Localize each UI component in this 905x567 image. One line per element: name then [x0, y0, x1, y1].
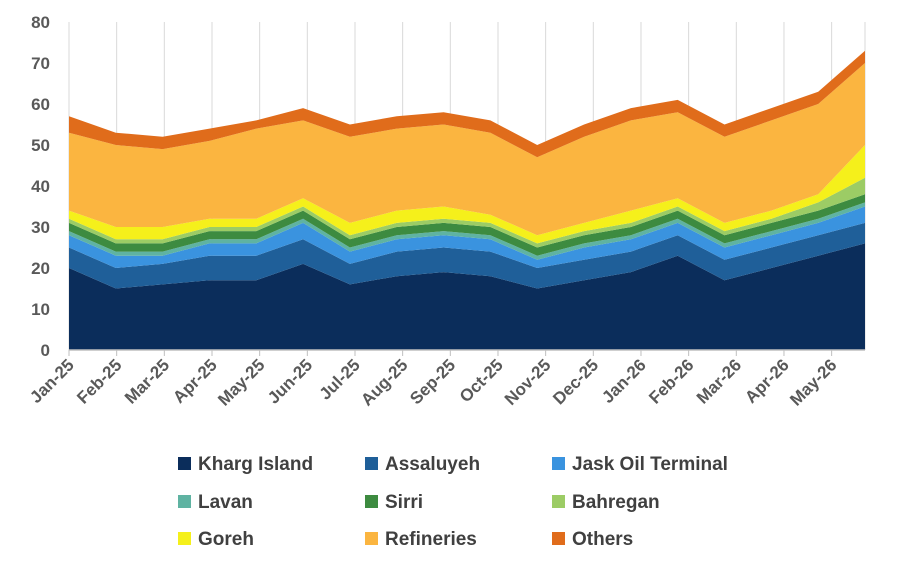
legend-swatch-sirri [365, 495, 378, 508]
series-area-lavan [69, 202, 865, 260]
y-axis-ticks: 0 10 20 30 40 50 60 70 80 [31, 13, 50, 360]
y-tick-label: 40 [31, 177, 50, 196]
legend-swatch-goreh [178, 532, 191, 545]
y-tick-label: 60 [31, 95, 50, 114]
series-area-bahregan [69, 177, 865, 248]
series-area-others [69, 50, 865, 158]
x-tick-label: May-25 [214, 355, 268, 409]
legend-label-bahregan: Bahregan [572, 492, 660, 513]
y-tick-label: 10 [31, 300, 50, 319]
x-tick-label: Aug-25 [357, 355, 411, 409]
x-tick-label: Sep-25 [406, 355, 459, 408]
series-area-goreh [69, 145, 865, 244]
x-tick-label: Nov-25 [501, 355, 555, 409]
x-tick-label: Mar-26 [693, 355, 745, 407]
legend-swatch-lavan [178, 495, 191, 508]
series-area-assaluyeh [69, 222, 865, 289]
x-tick-label: Dec-25 [549, 355, 602, 408]
x-tick-label: Jan-25 [26, 355, 78, 407]
x-tick-label: Feb-26 [645, 355, 697, 407]
x-tick-label: Apr-26 [741, 355, 793, 407]
series-area-refineries [69, 63, 865, 236]
legend-label-lavan: Lavan [198, 492, 253, 513]
legend-label-assaluyeh: Assaluyeh [385, 454, 480, 475]
legend: Kharg Island Assaluyeh Jask Oil Terminal La… [178, 454, 728, 550]
x-tick-label: Feb-25 [73, 355, 125, 407]
legend-label-refineries: Refineries [385, 529, 477, 550]
legend-swatch-kharg-island [178, 457, 191, 470]
x-tick-label: May-26 [786, 355, 840, 409]
legend-label-kharg-island: Kharg Island [198, 454, 313, 475]
legend-label-goreh: Goreh [198, 529, 254, 550]
y-tick-label: 20 [31, 259, 50, 278]
legend-swatch-jask-oil-terminal [552, 457, 565, 470]
series-areas [69, 50, 865, 350]
legend-swatch-bahregan [552, 495, 565, 508]
x-tick-label: Apr-25 [169, 355, 221, 407]
x-tick-label: Jan-26 [598, 355, 650, 407]
y-tick-label: 80 [31, 13, 50, 32]
y-tick-label: 50 [31, 136, 50, 155]
legend-swatch-refineries [365, 532, 378, 545]
legend-swatch-others [552, 532, 565, 545]
x-tick-label: Oct-25 [456, 355, 507, 406]
y-tick-label: 30 [31, 218, 50, 237]
x-tick-label: Mar-25 [121, 355, 173, 407]
x-tick-label: Jun-25 [264, 355, 316, 407]
series-area-kharg-island [69, 243, 865, 350]
legend-label-sirri: Sirri [385, 492, 423, 513]
legend-label-others: Others [572, 529, 633, 550]
legend-label-jask-oil-terminal: Jask Oil Terminal [572, 454, 728, 475]
legend-swatch-assaluyeh [365, 457, 378, 470]
y-tick-label: 0 [41, 341, 50, 360]
y-tick-label: 70 [31, 54, 50, 73]
